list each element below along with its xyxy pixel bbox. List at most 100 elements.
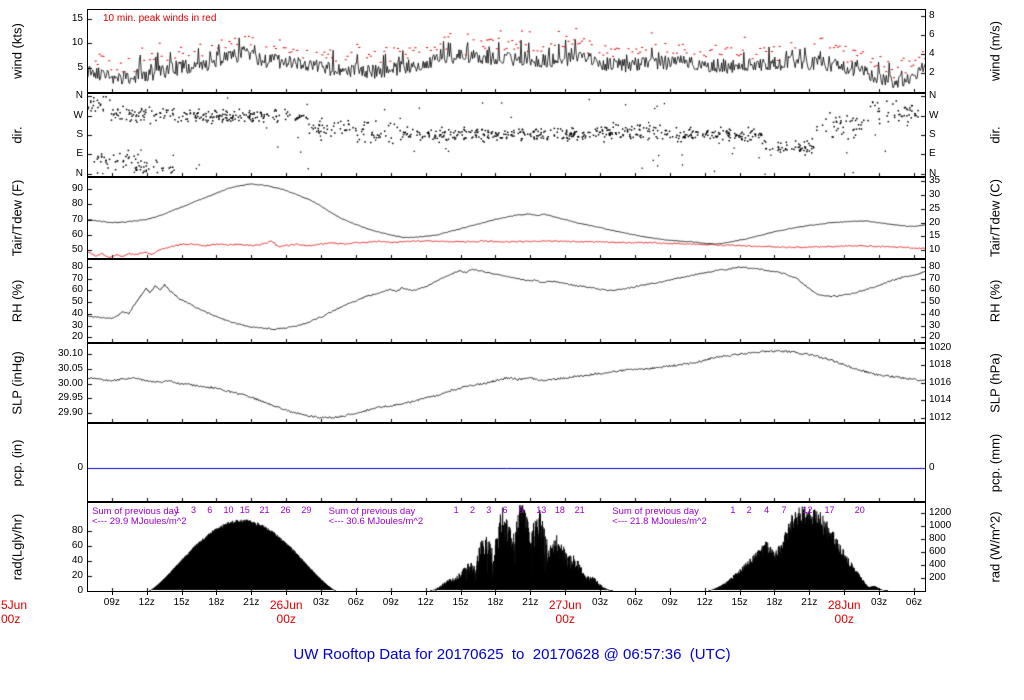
y-tick-label-left: 10	[71, 37, 83, 49]
cumulative-rad-label: 21	[574, 505, 585, 515]
x-axis-tick-mark	[425, 591, 427, 595]
x-axis-tick-mark	[111, 591, 113, 595]
y-tick-label-right: 800	[929, 533, 946, 545]
axis-title-left-slp: SLP (inHg)	[9, 351, 25, 415]
x-tick-label: 12z	[696, 597, 713, 608]
x-axis-tick-mark	[355, 591, 357, 595]
cumulative-rad-label: 4	[764, 505, 770, 515]
x-axis-tick-mark	[739, 591, 741, 595]
y-tick-label-right: 1014	[929, 394, 952, 406]
cumulative-rad-label: 2	[469, 505, 475, 515]
rad-sum-annotation-line1: Sum of previous day	[328, 506, 416, 517]
cumulative-rad-label: 3	[486, 505, 492, 515]
rad-sum-annotation-line1: Sum of previous day	[612, 506, 699, 517]
y-tick-label-left: 29.90	[57, 407, 83, 419]
panel-canvas-dir	[88, 94, 925, 176]
y-tick-label-left: 20	[71, 569, 83, 581]
panel-frame-wind	[87, 9, 926, 93]
cumulative-rad-label: 15	[239, 505, 250, 515]
y-tick-label-left: 30.05	[57, 363, 83, 375]
cumulative-rad-label: 18	[554, 505, 565, 515]
x-axis-tick-mark	[321, 591, 323, 595]
x-axis-tick-mark	[634, 591, 636, 595]
y-tick-label-left: 5	[77, 61, 83, 73]
y-tick-label-right: 200	[929, 572, 946, 584]
y-tick-label-right: 25	[929, 202, 941, 214]
y-tick-label-right: 35	[929, 175, 941, 187]
y-tick-label-left: 29.95	[57, 392, 83, 404]
y-tick-label-right: N	[929, 167, 937, 179]
axis-title-right-slp: SLP (hPa)	[987, 353, 1003, 413]
y-tick-label-right: 6	[929, 29, 935, 41]
y-tick-label-right: 1000	[929, 520, 952, 532]
y-tick-label-left: 40	[71, 307, 83, 319]
cumulative-rad-label: 2	[746, 505, 752, 515]
x-tick-label: 06z	[905, 597, 923, 608]
cumulative-rad-label: 1	[453, 505, 459, 515]
y-tick-label-left: E	[76, 148, 83, 160]
y-tick-label-right: 70	[929, 272, 941, 284]
y-tick-label-right: 0	[929, 462, 935, 473]
y-tick-label-left: 15	[71, 12, 83, 24]
axis-title-left-rh: RH (%)	[9, 279, 25, 323]
x-tick-label: 06z	[347, 597, 365, 608]
x-tick-label: 18z	[766, 597, 783, 608]
x-tick-label: 03z	[592, 597, 609, 608]
left-edge-date-line2: 00z	[1, 612, 21, 626]
y-tick-label-left: 80	[71, 261, 83, 273]
y-tick-label-left: 70	[71, 272, 83, 284]
x-axis-tick-mark	[146, 591, 148, 595]
x-tick-label: 06z	[626, 597, 644, 608]
y-tick-label-left: 30	[71, 319, 83, 331]
axis-title-right-rad: rad (W/m^2)	[987, 511, 1003, 583]
panel-frame-rh	[87, 259, 926, 343]
x-tick-label: 21z	[801, 597, 818, 608]
x-date-label-line2: 00z	[555, 612, 575, 626]
axis-title-right-dir: dir.	[987, 126, 1003, 144]
panel-frame-temp	[87, 177, 926, 259]
panel-canvas-temp	[88, 178, 925, 258]
x-tick-label: 09z	[661, 597, 678, 608]
axis-title-right-rh: RH (%)	[987, 279, 1003, 323]
y-tick-label-left: S	[76, 129, 83, 140]
y-tick-label-right: 20	[929, 331, 941, 343]
x-tick-label: 18z	[487, 597, 504, 608]
x-axis-tick-mark	[216, 591, 218, 595]
x-date-label-line1: 27Jun	[548, 598, 582, 612]
panel-canvas-pcp	[88, 424, 925, 501]
y-tick-label-left: 40	[71, 554, 83, 566]
y-tick-label-left: 80	[71, 198, 83, 210]
y-tick-label-right: 50	[929, 296, 941, 308]
cumulative-rad-label: 6	[502, 505, 508, 515]
x-axis-tick-mark	[495, 591, 497, 595]
axis-title-left-rad: rad(Lgly/hr)	[9, 513, 25, 581]
cumulative-rad-label: 7	[781, 505, 787, 515]
panel-annotation-wind: 10 min. peak winds in red	[103, 13, 217, 24]
panel-canvas-rad	[88, 503, 925, 591]
x-tick-label: 15z	[731, 597, 748, 608]
y-tick-label-left: N	[75, 167, 83, 179]
axis-title-left-temp: Tair/Tdew (F)	[9, 179, 25, 257]
panel-canvas-wind	[88, 10, 925, 92]
y-tick-label-right: 60	[929, 284, 941, 296]
y-tick-label-left: N	[75, 90, 83, 102]
y-tick-label-left: 30.00	[57, 377, 83, 389]
x-tick-label: 15z	[452, 597, 469, 608]
x-axis-tick-mark	[879, 591, 881, 595]
x-axis-tick-mark	[565, 591, 567, 595]
y-tick-label-right: 8	[929, 10, 935, 22]
x-tick-label: 12z	[138, 597, 155, 608]
x-date-label-line1: 26Jun	[269, 598, 303, 612]
y-tick-label-left: 60	[71, 539, 83, 551]
y-tick-label-right: W	[929, 109, 939, 121]
y-tick-label-left: 50	[71, 244, 83, 256]
axis-title-left-wind: wind (kts)	[9, 23, 25, 79]
panel-frame-rad	[87, 502, 926, 592]
y-tick-label-left: 20	[71, 331, 83, 343]
cumulative-rad-label: 20	[854, 505, 865, 515]
axis-title-right-wind: wind (m/s)	[987, 21, 1003, 81]
y-tick-label-left: 50	[71, 296, 83, 308]
panel-frame-pcp	[87, 423, 926, 502]
panel-canvas-rh	[88, 260, 925, 342]
